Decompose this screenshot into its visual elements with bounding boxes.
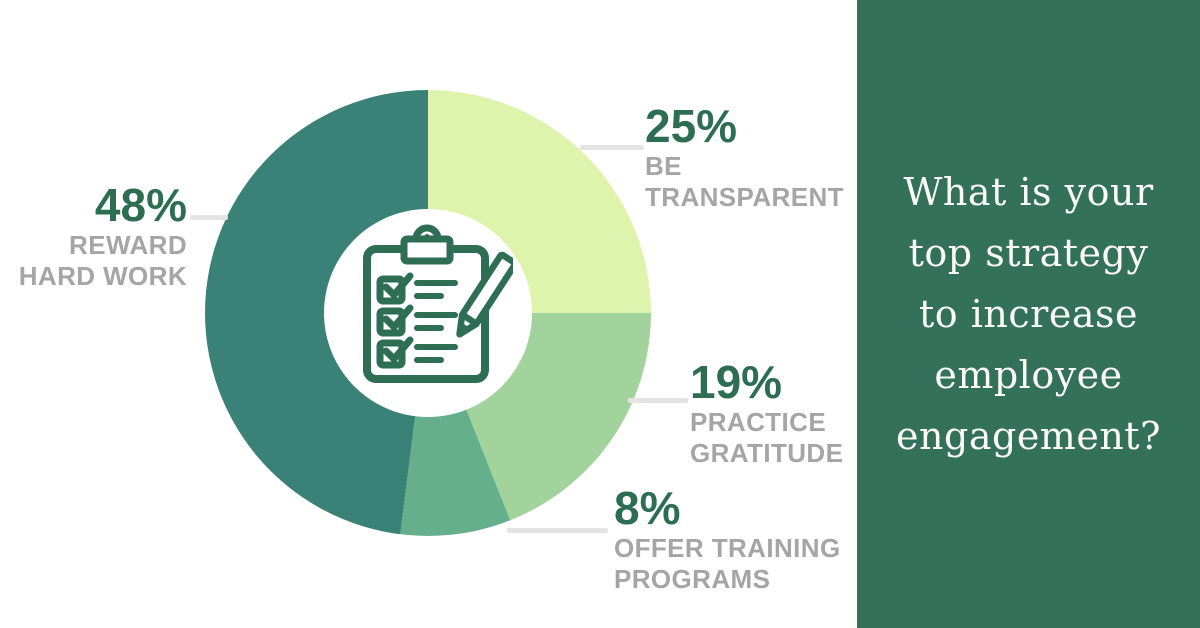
pct-training: 8% xyxy=(614,482,681,534)
leader-line-transparent xyxy=(580,145,644,150)
cat-training-line1: OFFER TRAINING xyxy=(614,533,841,563)
question-line-5: engagement? xyxy=(896,413,1161,458)
pct-transparent: 25% xyxy=(645,100,738,152)
cat-reward-line2: HARD WORK xyxy=(18,261,187,291)
pct-reward: 48% xyxy=(94,179,187,231)
label-practice-gratitude: 19% PRACTICE GRATITUDE xyxy=(690,357,843,469)
leader-line-gratitude xyxy=(628,398,688,403)
donut-chart xyxy=(205,90,651,536)
label-be-transparent: 25% BE TRANSPARENT xyxy=(645,101,844,213)
pct-gratitude: 19% xyxy=(690,356,783,408)
label-offer-training: 8% OFFER TRAINING PROGRAMS xyxy=(614,483,841,595)
leader-line-training xyxy=(507,528,608,533)
cat-training-line2: PROGRAMS xyxy=(614,564,771,594)
cat-transparent-line2: TRANSPARENT xyxy=(645,182,844,212)
leader-line-reward xyxy=(190,215,228,220)
cat-gratitude-line2: GRATITUDE xyxy=(690,438,844,468)
cat-reward-line1: REWARD xyxy=(69,230,187,260)
question-line-1: What is your xyxy=(903,169,1154,214)
question-line-4: employee xyxy=(934,352,1123,397)
question-line-3: to increase xyxy=(919,291,1138,336)
cat-transparent-line1: BE xyxy=(645,151,682,181)
question-panel: What is your top strategy to increase em… xyxy=(857,0,1200,628)
question-text: What is your top strategy to increase em… xyxy=(896,162,1161,467)
question-line-2: top strategy xyxy=(908,230,1149,275)
checklist-clipboard-pencil-icon xyxy=(363,224,513,383)
cat-gratitude-line1: PRACTICE xyxy=(690,407,827,437)
label-reward-hard-work: 48% REWARD HARD WORK xyxy=(0,180,187,292)
